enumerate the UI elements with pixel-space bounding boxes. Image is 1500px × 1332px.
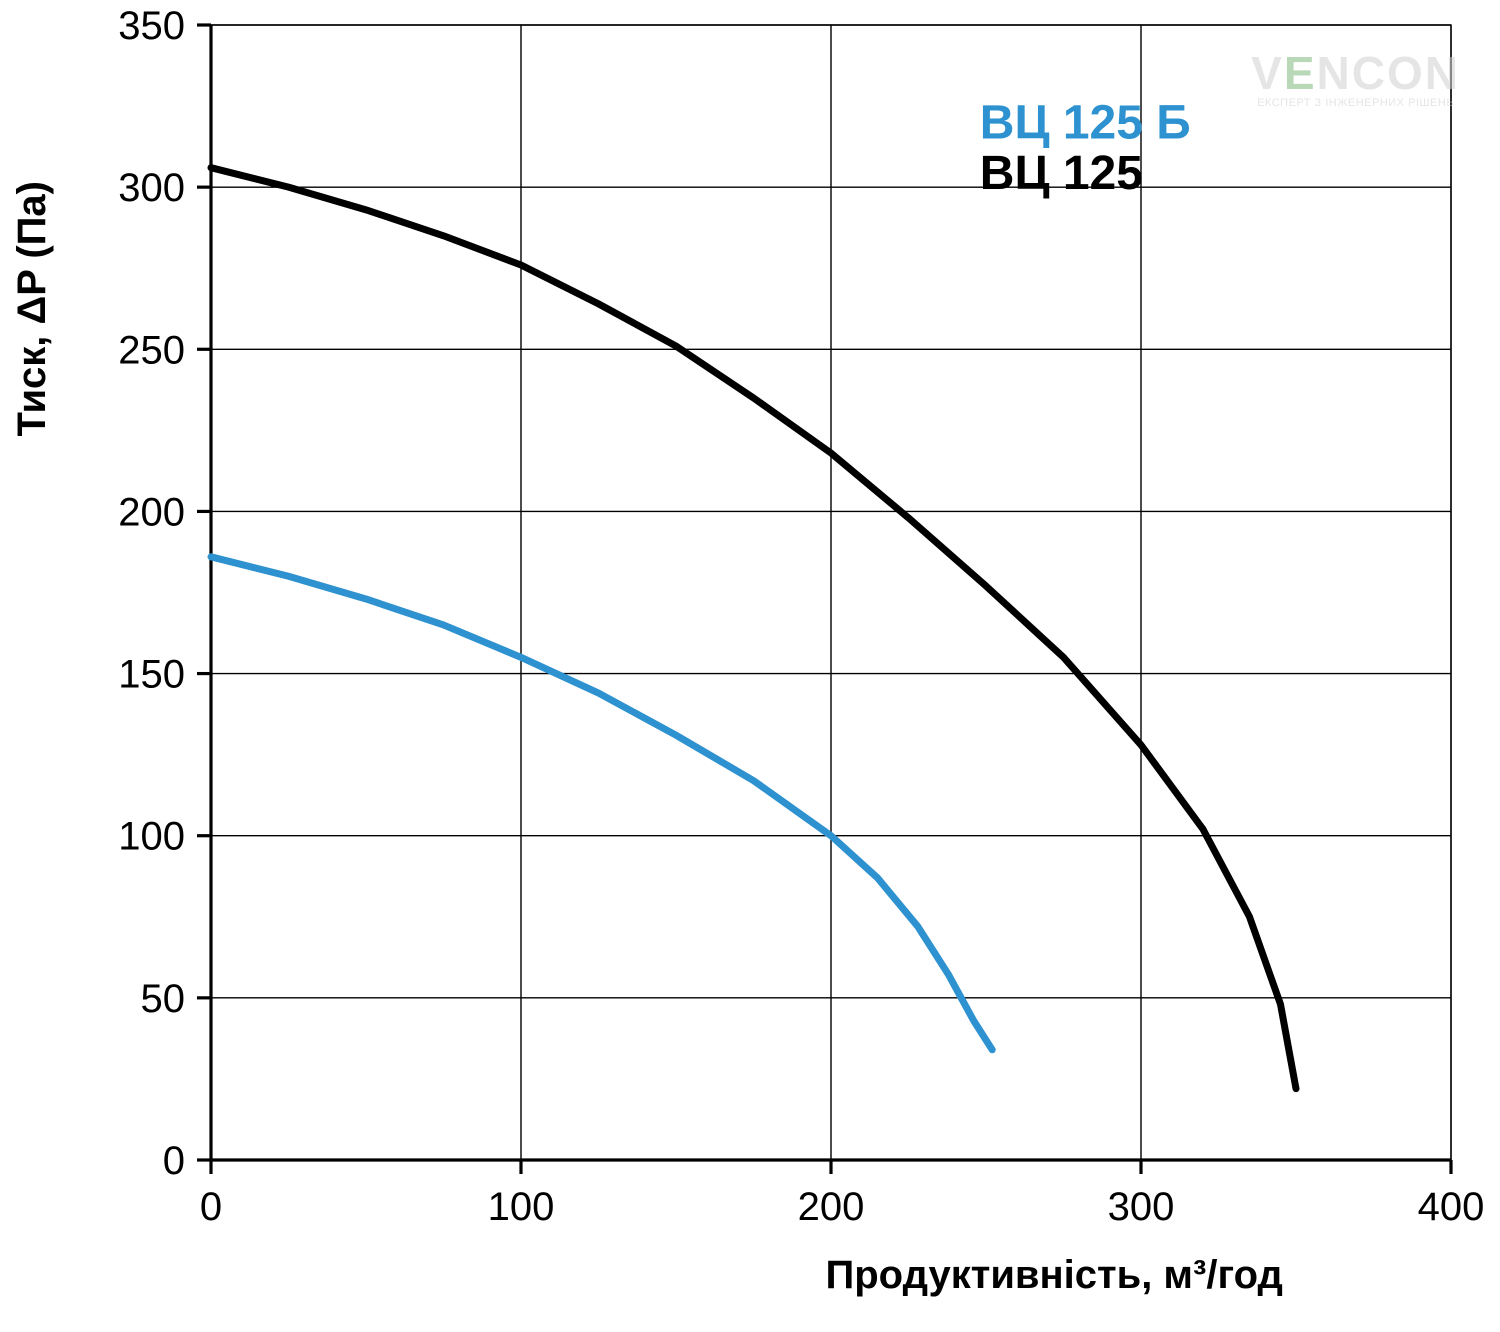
y-axis-label: Тиск, ΔP (Па) (10, 181, 54, 436)
svg-text:100: 100 (118, 815, 185, 859)
watermark-text-post: NCON (1317, 47, 1460, 99)
svg-text:100: 100 (488, 1185, 555, 1229)
svg-text:0: 0 (200, 1185, 222, 1229)
fan-performance-chart: 0 100 200 300 400 0 50 100 150 200 250 300 350 Продук… (0, 0, 1500, 1332)
watermark-text-pre: V (1251, 47, 1284, 99)
svg-text:50: 50 (141, 977, 186, 1021)
svg-text:350: 350 (118, 4, 185, 48)
watermark-text-accent: E (1284, 47, 1317, 99)
legend-item: ВЦ 125 (980, 147, 1143, 200)
svg-text:250: 250 (118, 328, 185, 372)
svg-text:0: 0 (163, 1139, 185, 1183)
svg-text:200: 200 (798, 1185, 865, 1229)
svg-text:400: 400 (1418, 1185, 1485, 1229)
svg-text:300: 300 (118, 166, 185, 210)
svg-text:200: 200 (118, 490, 185, 534)
svg-text:150: 150 (118, 653, 185, 697)
watermark-subtext: ЕКСПЕРТ З ІНЖЕНЕРНИХ РІШЕНЬ (1251, 98, 1460, 109)
svg-text:300: 300 (1108, 1185, 1175, 1229)
x-axis-label: Продуктивність, м³/год (826, 1253, 1283, 1297)
legend-item: ВЦ 125 Б (980, 97, 1191, 150)
vencon-watermark: VENCON ЕКСПЕРТ З ІНЖЕНЕРНИХ РІШЕНЬ (1251, 50, 1460, 109)
